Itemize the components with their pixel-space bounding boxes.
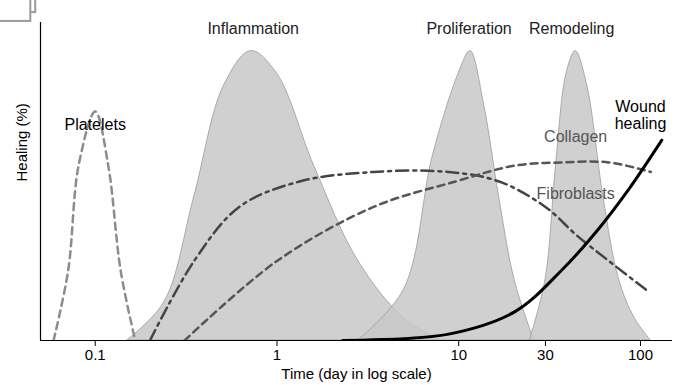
svg-text:Proliferation: Proliferation: [426, 20, 511, 37]
svg-text:Time (day in log scale): Time (day in log scale): [281, 365, 431, 382]
svg-text:Fibroblasts: Fibroblasts: [537, 185, 615, 202]
svg-text:10: 10: [450, 346, 467, 363]
svg-text:Healing (%): Healing (%): [13, 103, 30, 181]
svg-text:Platelets: Platelets: [65, 116, 126, 133]
svg-text:30: 30: [537, 346, 554, 363]
svg-text:1: 1: [273, 346, 281, 363]
svg-text:100: 100: [628, 346, 653, 363]
svg-text:Collagen: Collagen: [544, 128, 607, 145]
svg-text:Woundhealing: Woundhealing: [615, 98, 667, 133]
svg-text:0.1: 0.1: [85, 346, 106, 363]
svg-text:Inflammation: Inflammation: [207, 20, 299, 37]
svg-text:Remodeling: Remodeling: [529, 20, 614, 37]
